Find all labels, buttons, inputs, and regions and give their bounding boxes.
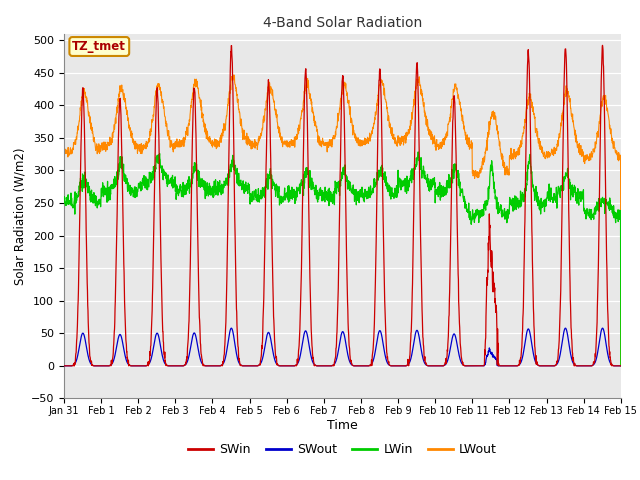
Text: TZ_tmet: TZ_tmet: [72, 40, 126, 53]
X-axis label: Time: Time: [327, 419, 358, 432]
Legend: SWin, SWout, LWin, LWout: SWin, SWout, LWin, LWout: [183, 438, 502, 461]
Y-axis label: Solar Radiation (W/m2): Solar Radiation (W/m2): [13, 147, 27, 285]
Title: 4-Band Solar Radiation: 4-Band Solar Radiation: [263, 16, 422, 30]
